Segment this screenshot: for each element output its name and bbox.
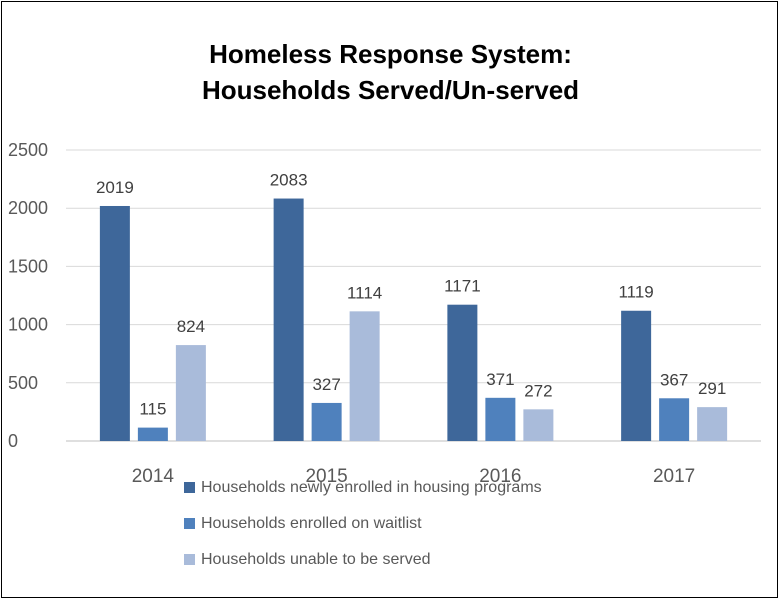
bar-2015-series-3 bbox=[349, 311, 380, 441]
bar-2016-series-2 bbox=[485, 397, 516, 441]
data-label-2016-series-2: 371 bbox=[486, 370, 514, 389]
bar-2016-series-3 bbox=[523, 409, 554, 441]
data-label-2017-series-1: 1119 bbox=[618, 283, 653, 302]
y-tick-label-0: 0 bbox=[8, 431, 18, 451]
data-label-2014-series-3: 824 bbox=[177, 317, 205, 336]
legend-item-newly-enrolled: Households newly enrolled in housing pro… bbox=[184, 478, 542, 498]
bar-2017-series-3 bbox=[697, 407, 728, 441]
x-tick-label-2014: 2014 bbox=[132, 466, 175, 487]
y-tick-label-1500: 1500 bbox=[8, 256, 48, 276]
data-label-2015-series-2: 327 bbox=[312, 375, 340, 394]
data-label-2016-series-3: 272 bbox=[524, 381, 552, 400]
x-tick-label-2017: 2017 bbox=[653, 466, 695, 487]
data-label-2017-series-3: 291 bbox=[698, 379, 726, 398]
bar-2017-series-1 bbox=[621, 310, 652, 441]
y-tick-label-2000: 2000 bbox=[8, 198, 48, 218]
legend-label-unable: Households unable to be served bbox=[201, 551, 431, 568]
data-label-2017-series-2: 367 bbox=[660, 370, 688, 389]
bar-2016-series-1 bbox=[447, 304, 478, 441]
legend-swatch-unable bbox=[184, 554, 195, 565]
legend-item-unable: Households unable to be served bbox=[184, 550, 431, 570]
bar-2017-series-2 bbox=[659, 398, 690, 441]
y-tick-label-500: 500 bbox=[8, 373, 38, 393]
chart-title-line-1: Homeless Response System: bbox=[209, 39, 572, 69]
legend-item-waitlist: Households enrolled on waitlist bbox=[184, 514, 422, 534]
bar-2014-series-1 bbox=[99, 205, 130, 441]
y-tick-label-2500: 2500 bbox=[8, 140, 48, 160]
chart-title: Homeless Response System: Households Ser… bbox=[2, 36, 779, 108]
y-tick-label-1000: 1000 bbox=[8, 315, 48, 335]
x-tick-label-2015: 2015 bbox=[305, 466, 347, 487]
bar-2014-series-3 bbox=[175, 345, 206, 441]
legend-swatch-newly-enrolled bbox=[184, 482, 195, 493]
legend-label-newly-enrolled: Households newly enrolled in housing pro… bbox=[201, 479, 542, 496]
data-label-2014-series-1: 2019 bbox=[96, 178, 134, 197]
bar-2015-series-2 bbox=[311, 402, 342, 441]
legend-swatch-waitlist bbox=[184, 518, 195, 529]
data-label-2015-series-3: 1114 bbox=[347, 283, 382, 302]
bar-2014-series-2 bbox=[137, 427, 168, 441]
legend-label-waitlist: Households enrolled on waitlist bbox=[201, 515, 422, 532]
data-label-2016-series-1: 1171 bbox=[444, 277, 481, 296]
bar-2015-series-1 bbox=[273, 198, 304, 441]
data-label-2015-series-1: 2083 bbox=[270, 171, 308, 190]
data-label-2014-series-2: 115 bbox=[139, 400, 166, 419]
x-tick-label-2016: 2016 bbox=[479, 466, 521, 487]
chart-title-line-2: Households Served/Un-served bbox=[201, 75, 580, 105]
